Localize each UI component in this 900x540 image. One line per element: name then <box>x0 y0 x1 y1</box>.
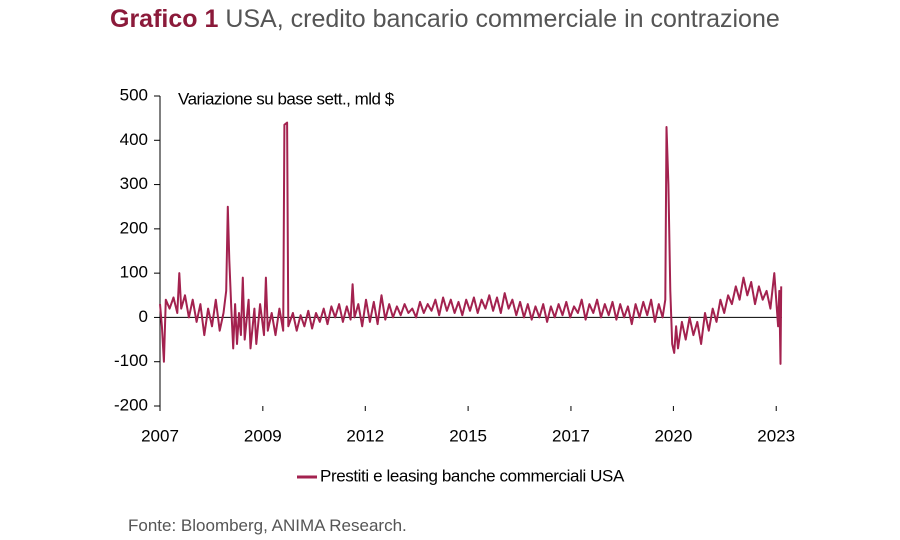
x-tick-label: 2023 <box>757 426 795 445</box>
x-tick-label: 2012 <box>346 426 384 445</box>
x-tick-label: 2009 <box>244 426 282 445</box>
y-tick-label: 100 <box>120 263 148 282</box>
data-line <box>159 121 783 365</box>
legend-label: Prestiti e leasing banche commerciali US… <box>320 466 625 485</box>
chart-title: USA, credito bancario commerciale in con… <box>225 5 780 33</box>
y-tick-label: 300 <box>120 174 148 193</box>
source: Fonte: Bloomberg, ANIMA Research. <box>128 516 407 535</box>
y-tick-label: -100 <box>114 351 148 370</box>
x-tick-label: 2020 <box>654 426 692 445</box>
y-axis-label: Variazione su base sett., mld $ <box>178 89 395 108</box>
title-label: Grafico 1 <box>110 5 219 33</box>
x-tick-label: 2007 <box>141 426 179 445</box>
y-tick-label: -200 <box>114 395 148 414</box>
y-tick-label: 400 <box>120 130 148 149</box>
title-block: Grafico 1 USA, credito bancario commerci… <box>110 4 790 35</box>
x-tick-label: 2017 <box>552 426 590 445</box>
chart: Variazione su base sett., mld $ -200 -100… <box>114 85 795 485</box>
x-tick-label: 2015 <box>449 426 487 445</box>
y-tick-label: 0 <box>139 307 148 326</box>
y-tick-label: 200 <box>120 218 148 237</box>
y-tick-label: 500 <box>120 85 148 104</box>
